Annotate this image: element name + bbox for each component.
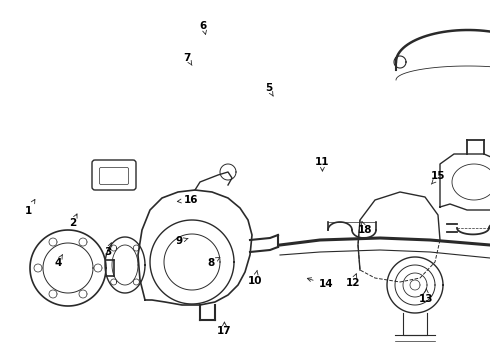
Text: 11: 11 xyxy=(315,157,330,171)
Text: 13: 13 xyxy=(419,288,434,304)
Text: 7: 7 xyxy=(183,53,192,66)
Text: 12: 12 xyxy=(345,274,360,288)
Text: 14: 14 xyxy=(307,278,333,289)
Text: 1: 1 xyxy=(25,199,35,216)
Text: 8: 8 xyxy=(207,257,220,268)
Text: 9: 9 xyxy=(175,236,188,246)
Text: 15: 15 xyxy=(431,171,446,184)
Text: 2: 2 xyxy=(69,214,77,228)
Text: 3: 3 xyxy=(104,243,112,257)
Text: 4: 4 xyxy=(54,255,62,268)
Text: 10: 10 xyxy=(247,270,262,286)
Text: 6: 6 xyxy=(200,21,207,35)
Text: 17: 17 xyxy=(217,322,232,336)
Text: 5: 5 xyxy=(265,83,273,96)
Text: 18: 18 xyxy=(358,221,372,235)
Text: 16: 16 xyxy=(177,195,198,205)
